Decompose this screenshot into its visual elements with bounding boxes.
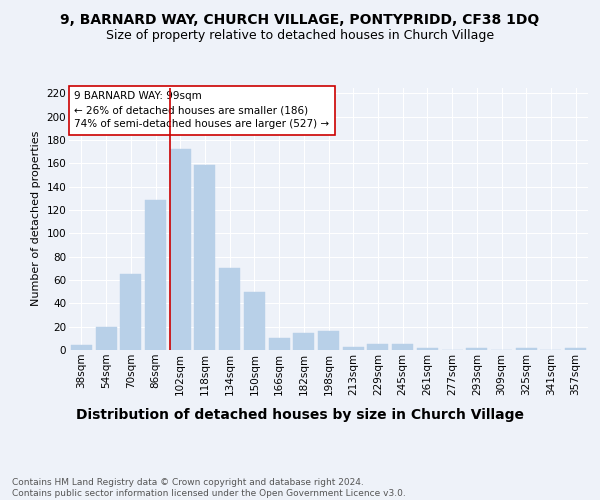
Text: Size of property relative to detached houses in Church Village: Size of property relative to detached ho… xyxy=(106,29,494,42)
Bar xyxy=(392,344,413,350)
Bar xyxy=(318,332,339,350)
Bar xyxy=(170,150,191,350)
Bar xyxy=(293,332,314,350)
Bar xyxy=(269,338,290,350)
Bar xyxy=(466,348,487,350)
Bar xyxy=(219,268,240,350)
Bar xyxy=(367,344,388,350)
Bar xyxy=(194,164,215,350)
Bar xyxy=(516,348,537,350)
Bar xyxy=(71,346,92,350)
Text: Distribution of detached houses by size in Church Village: Distribution of detached houses by size … xyxy=(76,408,524,422)
Bar xyxy=(145,200,166,350)
Bar xyxy=(343,346,364,350)
Bar xyxy=(417,348,438,350)
Bar xyxy=(95,326,116,350)
Y-axis label: Number of detached properties: Number of detached properties xyxy=(31,131,41,306)
Bar xyxy=(244,292,265,350)
Text: 9, BARNARD WAY, CHURCH VILLAGE, PONTYPRIDD, CF38 1DQ: 9, BARNARD WAY, CHURCH VILLAGE, PONTYPRI… xyxy=(61,12,539,26)
Bar xyxy=(120,274,141,350)
Text: 9 BARNARD WAY: 99sqm
← 26% of detached houses are smaller (186)
74% of semi-deta: 9 BARNARD WAY: 99sqm ← 26% of detached h… xyxy=(74,92,329,130)
Bar xyxy=(565,348,586,350)
Text: Contains HM Land Registry data © Crown copyright and database right 2024.
Contai: Contains HM Land Registry data © Crown c… xyxy=(12,478,406,498)
